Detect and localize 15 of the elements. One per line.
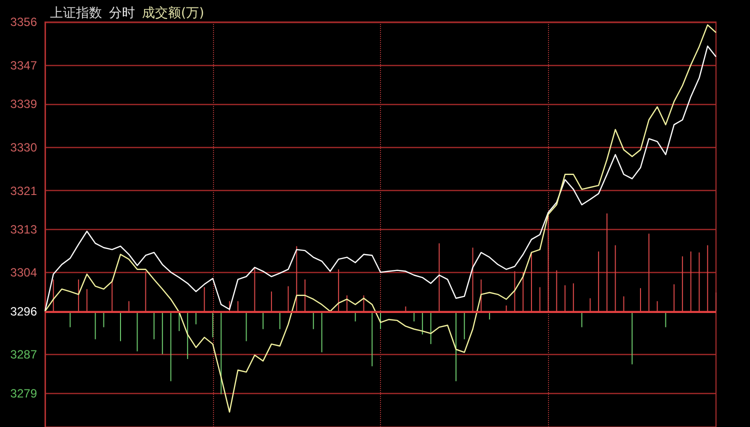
y-tick-label: 3296 bbox=[10, 304, 38, 318]
line-series bbox=[44, 24, 717, 413]
y-tick-label: 3304 bbox=[10, 266, 38, 280]
y-tick-label: 3347 bbox=[10, 58, 38, 72]
y-tick-label: 3321 bbox=[10, 184, 38, 198]
y-tick-label: 3330 bbox=[10, 140, 38, 154]
y-tick-label: 3287 bbox=[10, 348, 38, 362]
y-tick-label: 3339 bbox=[10, 96, 38, 111]
y-tick-label: 3356 bbox=[10, 15, 38, 29]
y-tick-label: 3313 bbox=[10, 222, 38, 236]
chart-subtitle: 分时 bbox=[109, 6, 135, 21]
text: 成交额(万) bbox=[142, 5, 204, 21]
line-series bbox=[44, 46, 717, 312]
chart-title: 上证指数 bbox=[50, 6, 102, 21]
y-tick-label: 3279 bbox=[10, 386, 38, 400]
